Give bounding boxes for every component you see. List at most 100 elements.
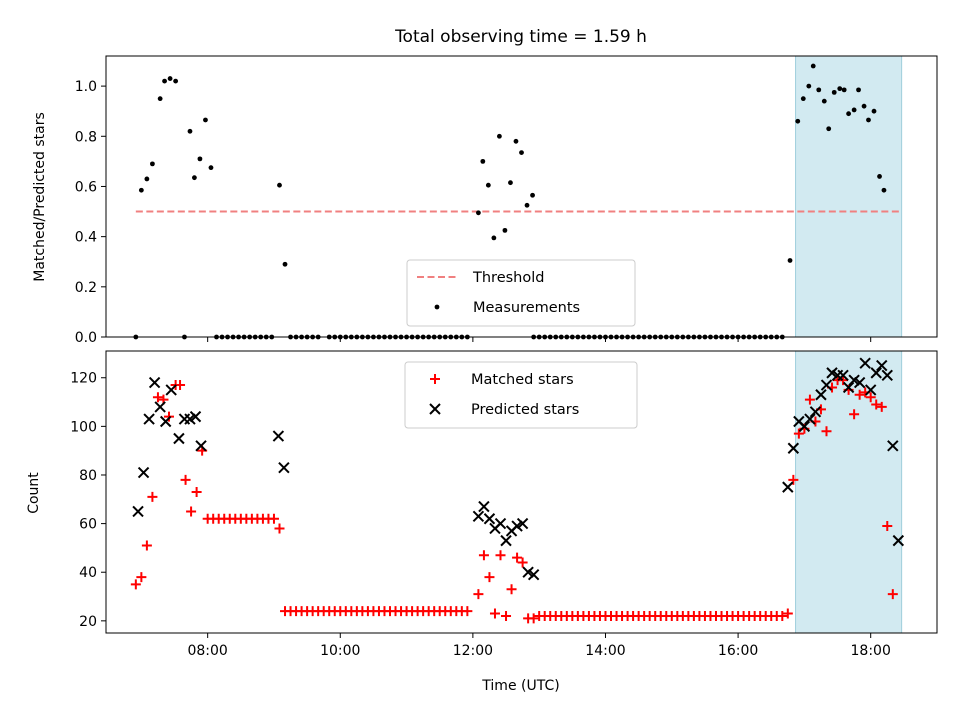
predicted-star-point [278,461,290,474]
measurement-point [810,63,816,69]
matched-star-point [865,392,876,403]
predicted-star-point [148,376,161,389]
predicted-star-point [837,369,849,382]
predicted-star-point [892,534,905,547]
measurement-point [831,89,837,95]
legend-entry-label: Predicted stars [471,402,579,418]
measurement-point [167,76,173,81]
matched-star-point [175,380,186,391]
predicted-star-point [876,359,888,372]
matched-star-point [501,610,512,621]
chart-title: Total observing time = 1.59 h [394,27,647,47]
bottom-y-tick-label: 120 [70,371,97,387]
matched-star-point [268,513,279,524]
measurement-point [524,202,530,208]
matched-star-point [793,428,804,439]
measurement-point [846,111,851,117]
matched-star-point [517,557,528,568]
top-highlight-span [795,55,903,338]
measurement-point [826,126,832,132]
bottom-y-tick-label: 80 [79,468,97,484]
top-y-axis-label: Matched/Predicted stars [32,112,48,282]
measurement-point [282,261,288,267]
predicted-star-point [782,481,794,493]
matched-star-point [782,608,793,619]
bottom-y-axis-label: Count [26,472,42,514]
matched-star-point [804,394,815,405]
matched-star-point [473,589,484,600]
measurement-point [800,96,806,102]
measurement-point [277,182,282,188]
bottom-highlight-span [795,350,903,634]
predicted-star-point [881,369,893,382]
predicted-star-point [820,379,833,391]
matched-star-point [788,474,799,485]
measurement-point [502,227,508,233]
predicted-star-point [853,376,866,389]
measurement-point [138,187,144,193]
matched-star-point [506,584,517,595]
bottom-axes-frame [105,350,938,634]
bottom-panel: Count Time (UTC) 08:00 10:00 12:00 14:00 16:… [26,350,938,694]
predicted-star-point [870,367,882,379]
bottom-y-tick-label: 20 [79,614,97,630]
bottom-series-matched-stars [130,375,898,624]
measurement-point [485,182,491,188]
matched-star-point [871,399,882,410]
top-y-tick-label: 0.8 [75,129,97,145]
legend-matched-swatch [430,374,440,384]
matched-star-point [462,606,473,617]
measurement-point [496,133,502,139]
matched-star-point [484,572,495,583]
matched-star-point [882,521,893,532]
legend-predicted-swatch [429,403,441,415]
top-y-tick-label: 0.2 [75,280,97,296]
predicted-star-point [494,517,507,530]
predicted-star-point [154,401,166,413]
predicted-star-point [478,500,490,513]
measurement-point [795,118,801,124]
predicted-star-point [500,534,512,547]
predicted-star-point [864,384,877,396]
predicted-star-point [165,384,177,396]
matched-star-point [528,613,539,624]
measurement-point [866,117,871,123]
measurement-point [162,78,167,84]
bottom-y-tick-label: 40 [79,565,97,581]
measurement-point [197,156,203,162]
matched-star-point [849,409,860,420]
matched-star-point [887,589,898,600]
predicted-star-point [195,440,207,452]
bottom-y-tick-label: 100 [70,419,97,435]
predicted-star-point [137,466,150,479]
predicted-star-point [809,406,822,418]
bottom-y-tick-label: 60 [79,517,97,533]
measurement-point [816,87,822,93]
matched-star-point [147,491,158,502]
top-y-tick-label: 0.0 [75,330,97,346]
matched-star-point [136,572,147,583]
bottom-series-predicted-stars [132,357,905,581]
measurement-point [476,210,481,216]
predicted-star-point [842,381,855,394]
matched-star-point [152,392,163,403]
bottom-legend: Matched stars Predicted stars [404,361,638,429]
measurement-point [519,150,524,155]
bottom-legend-box [404,361,638,429]
predicted-star-point [189,410,202,423]
measurement-point [192,175,197,181]
x-tick-label: 18:00 [851,643,891,659]
top-y-tick-label: 0.6 [75,179,97,195]
measurement-point [806,83,812,89]
legend-entry-label: Matched stars [471,372,574,388]
matched-star-point [191,487,202,497]
predicted-star-point [798,420,811,433]
predicted-star-point [143,413,155,425]
matched-star-point [495,550,506,561]
predicted-star-point [173,432,185,445]
matched-star-point [478,550,489,561]
top-y-tick-label: 1.0 [75,79,97,95]
predicted-star-point [859,357,871,369]
x-tick-label: 14:00 [585,643,625,659]
predicted-star-point [483,513,496,525]
